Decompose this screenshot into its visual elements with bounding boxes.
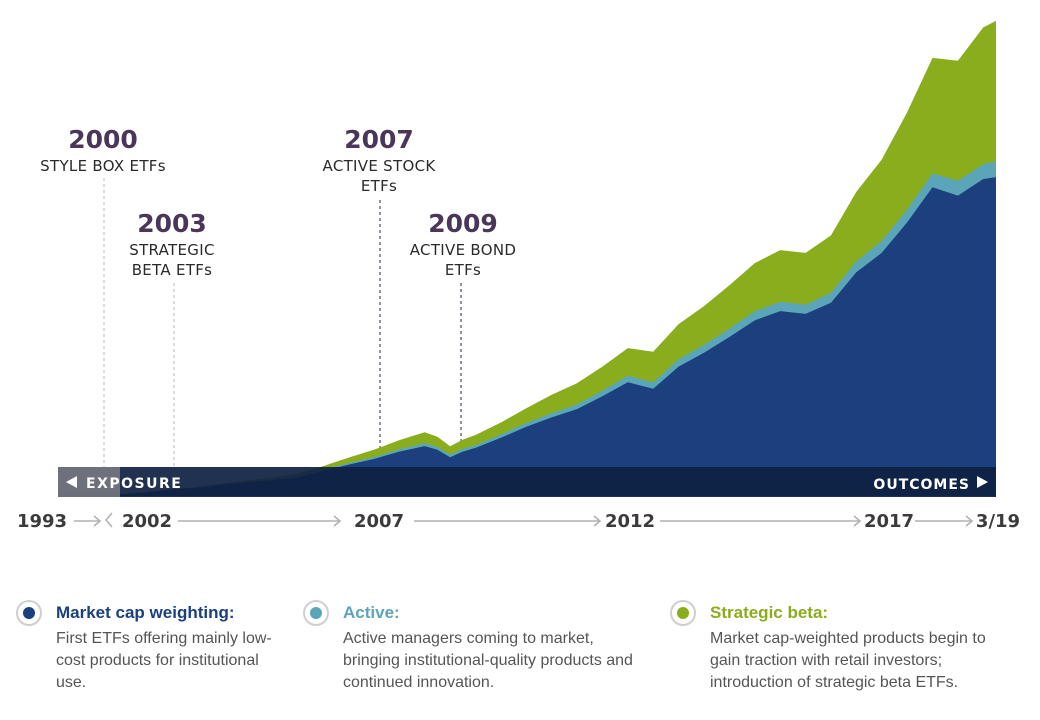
- axis-arrow-head-icon: [965, 515, 974, 527]
- annotation-2009-year: 2009: [428, 209, 498, 238]
- arrow-left-icon: [66, 476, 77, 488]
- annotation-2003-year: 2003: [137, 209, 207, 238]
- axis-arrow-head-icon: [333, 515, 342, 527]
- annotation-2009-label: ACTIVE BOND ETFs: [409, 241, 517, 279]
- x-tick-label: 2012: [605, 511, 655, 532]
- annotation-leader-lines: [103, 178, 462, 496]
- legend-dot-icon: [670, 600, 696, 626]
- banner-left-label: EXPOSURE: [86, 476, 182, 492]
- dot-fill: [23, 607, 35, 619]
- x-tick-label: 2002: [122, 511, 172, 532]
- x-tick-label: 1993: [17, 511, 67, 532]
- area-market-cap-weighting: [120, 177, 996, 496]
- axis-arrow-head-icon: [93, 515, 102, 527]
- legend-dot-icon: [16, 600, 42, 626]
- arrow-right-icon: [977, 476, 988, 488]
- annotation-2000-label: STYLE BOX ETFs: [40, 157, 166, 175]
- annotation-2003-label: STRATEGIC BETA ETFs: [129, 241, 215, 279]
- x-tick-label: 3/19: [976, 511, 1020, 532]
- axis-arrow-head-icon: [853, 515, 862, 527]
- legend-title: Market cap weighting:: [56, 603, 235, 622]
- x-tick-label: 2007: [354, 511, 404, 532]
- legend-description: Active managers coming to market, bringi…: [343, 630, 633, 691]
- legend-description: First ETFs offering mainly low-cost prod…: [56, 630, 272, 691]
- etf-growth-chart: EXPOSURE OUTCOMES 1993 2002 2007 2012 2017 3/…: [17, 20, 1020, 532]
- x-axis: 1993 2002 2007 2012 2017 3/19: [17, 511, 1020, 532]
- legend-title: Active:: [343, 603, 400, 622]
- timeline-banner: [58, 467, 996, 497]
- annotation-2000-year: 2000: [68, 125, 138, 154]
- legend-description: Market cap-weighted products begin to ga…: [710, 630, 986, 691]
- dot-fill: [677, 607, 689, 619]
- banner-right-label: OUTCOMES: [873, 477, 970, 493]
- axis-arrow-head-icon: [593, 515, 602, 527]
- legend-title: Strategic beta:: [710, 603, 829, 622]
- x-tick-label: 2017: [864, 511, 914, 532]
- legend-dot-icon: [303, 600, 329, 626]
- dot-fill: [310, 607, 322, 619]
- annotation-2007-label: ACTIVE STOCK ETFs: [322, 157, 436, 195]
- axis-break-icon: [105, 512, 113, 528]
- annotation-2007-year: 2007: [344, 125, 414, 154]
